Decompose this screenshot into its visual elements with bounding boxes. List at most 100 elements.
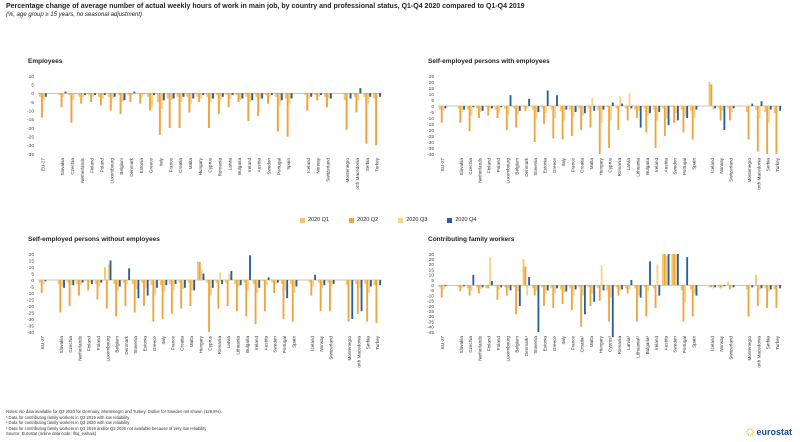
bar: [596, 285, 599, 289]
bar: [745, 285, 748, 290]
bar: [479, 106, 482, 112]
bar: [271, 280, 274, 283]
y-tick-label: 5: [431, 98, 434, 104]
bar: [758, 285, 761, 291]
bar: [628, 285, 631, 290]
bar: [227, 93, 230, 108]
bar: [727, 106, 730, 109]
category-label: Croatia¹: [580, 336, 585, 353]
y-tick-label: -30: [27, 143, 34, 149]
bar: [278, 93, 281, 106]
bar: [252, 280, 255, 284]
y-tick-label: -40: [427, 325, 434, 331]
category-label: Luxembourg: [109, 158, 114, 184]
bar: [626, 106, 629, 121]
category-label: Serbia: [366, 336, 371, 350]
y-tick-label: -30: [27, 317, 34, 323]
category-label: Lithuania¹²: [635, 336, 640, 358]
bar: [312, 280, 315, 287]
bar: [284, 93, 287, 99]
bar: [237, 93, 240, 102]
bar: [259, 93, 262, 99]
y-tick-label: 20: [29, 252, 35, 258]
bar: [258, 280, 261, 288]
bar: [559, 285, 562, 290]
bar: [608, 106, 610, 148]
category-label: Czechia: [468, 158, 473, 175]
bar: [172, 280, 175, 291]
bar: [652, 285, 655, 289]
bar: [327, 93, 330, 99]
category-label: Italy: [158, 157, 163, 166]
bar: [247, 93, 250, 122]
bar: [639, 106, 642, 128]
category-label: Serbia: [766, 158, 771, 172]
bar: [543, 106, 545, 124]
bar: [42, 280, 45, 284]
bar: [117, 280, 119, 291]
category-label: Spain: [691, 158, 696, 170]
y-tick-label: 0: [31, 278, 34, 284]
legend-label-q2: 2020 Q2: [357, 217, 379, 223]
category-label: Switzerland: [328, 336, 333, 360]
bar: [680, 285, 683, 291]
bar: [40, 280, 43, 293]
category-label: Montenegro: [345, 158, 350, 183]
bar: [119, 93, 122, 115]
category-label: Croatia: [178, 158, 183, 173]
category-label: France: [168, 158, 173, 173]
category-label: France: [570, 336, 575, 351]
bar: [183, 280, 186, 288]
note-line: ² Data for contributing family workers i…: [6, 420, 130, 426]
legend-item-q2: 2020 Q2: [349, 217, 378, 223]
category-label: EU-27: [41, 158, 46, 171]
bar: [180, 280, 183, 309]
bar: [611, 285, 614, 338]
bar: [90, 93, 93, 102]
bar: [198, 93, 201, 102]
bar: [245, 93, 248, 97]
bar: [239, 280, 242, 286]
bar: [78, 93, 81, 97]
category-label: Luxembourg: [505, 336, 510, 362]
bar: [496, 285, 499, 300]
category-label: Turkey: [375, 157, 380, 172]
bar: [87, 280, 90, 291]
bar: [163, 280, 166, 292]
bar: [457, 106, 460, 109]
bar: [773, 106, 776, 114]
bar: [286, 93, 289, 137]
bar: [522, 259, 525, 286]
bar: [574, 285, 577, 290]
bar: [249, 255, 251, 280]
bar: [509, 95, 512, 106]
category-label: Norway: [319, 335, 324, 351]
bar: [256, 280, 259, 293]
bar: [165, 280, 168, 286]
category-label: Slovakia: [459, 336, 464, 354]
bar: [215, 93, 218, 96]
bar: [440, 285, 443, 298]
bar: [730, 285, 733, 288]
bar: [68, 93, 71, 96]
bar: [373, 280, 376, 286]
bar: [280, 93, 283, 101]
bar: [481, 285, 484, 288]
bar: [369, 280, 372, 287]
category-label: Spain: [691, 336, 696, 348]
bar: [630, 106, 633, 109]
bar: [96, 280, 99, 300]
bar: [158, 93, 161, 135]
bar: [237, 280, 240, 287]
category-label: Croatia: [180, 336, 185, 351]
bar: [72, 93, 75, 101]
bar: [355, 280, 357, 284]
footnotes: Notes: No data available for Q3 2020 for…: [6, 409, 506, 437]
bar: [649, 261, 651, 286]
bar: [621, 103, 624, 106]
bar: [210, 93, 212, 102]
bar: [367, 93, 370, 104]
bar: [310, 280, 313, 296]
category-label: Sweden: [673, 336, 678, 353]
category-label: Greece: [552, 336, 557, 352]
